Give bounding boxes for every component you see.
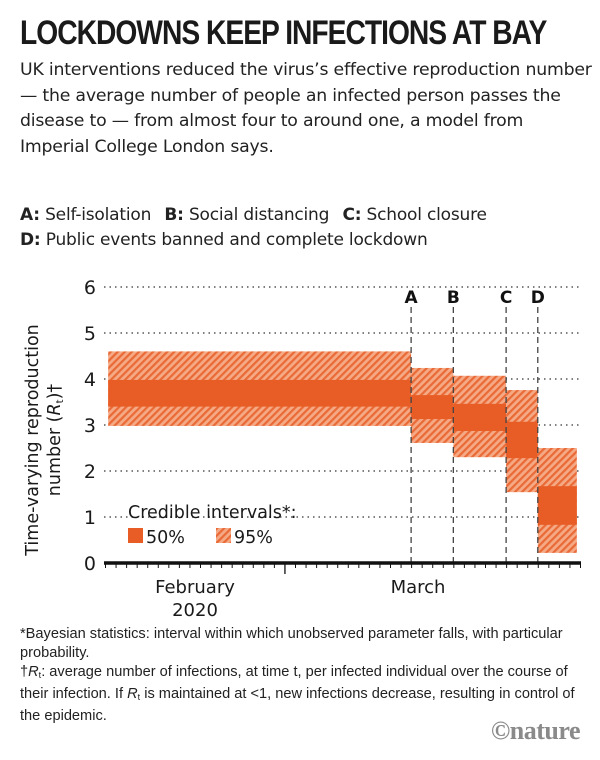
t-subscript: t: [137, 692, 141, 702]
intervention-letter: A: [405, 288, 419, 308]
x-tick-label: February: [155, 577, 235, 598]
ci50-bar: [108, 379, 412, 407]
key-a: A: Self-isolation: [20, 205, 151, 225]
legend-label: 95%: [234, 528, 273, 548]
footnotes: *Bayesian statistics: interval within wh…: [20, 625, 590, 726]
y-label-suffix: )†: [45, 384, 65, 400]
legend-swatch-50: [128, 528, 143, 543]
ci50-bar: [411, 395, 454, 420]
y-tick-label: 1: [84, 507, 96, 529]
y-tick-label: 5: [84, 323, 96, 345]
ci50-bar: [453, 403, 507, 431]
y-label-sub: t: [55, 399, 66, 403]
key-letter: D:: [20, 230, 41, 250]
intervention-letter: B: [447, 288, 460, 308]
y-label-line2: number (Rt)†: [45, 384, 66, 497]
y-tick-label: 4: [84, 369, 96, 391]
chart-title: LOCKDOWNS KEEP INFECTIONS AT BAY: [20, 14, 547, 52]
dagger-mark: †: [20, 664, 29, 680]
y-label-r: R: [45, 403, 65, 415]
y-label-line1: Time-varying reproduction: [23, 324, 43, 556]
y-tick-label: 0: [84, 553, 96, 575]
x-tick-label: March: [391, 577, 446, 598]
y-tick-label: 3: [84, 415, 96, 437]
intervention-letter: D: [531, 288, 545, 308]
y-axis-label: Time-varying reproduction number (Rt)†: [23, 324, 66, 556]
t-subscript: t: [38, 670, 42, 680]
legend-swatch-95: [216, 528, 231, 543]
y-tick-label: 6: [84, 277, 96, 299]
footnote-dagger: †Rt: average number of infections, at ti…: [20, 663, 590, 726]
ci50-bar: [506, 421, 538, 459]
legend: Credible intervals*: 50% 95%: [128, 503, 297, 548]
key-letter: B:: [164, 205, 184, 225]
key-label: School closure: [366, 205, 487, 225]
legend-label: 50%: [146, 528, 185, 548]
r-symbol: R: [28, 664, 39, 680]
dagger-text-2: is maintained at <1, new infections decr…: [20, 686, 575, 724]
x-tick-label: 2020: [172, 600, 218, 620]
key-b: B: Social distancing: [164, 205, 329, 225]
legend-title: Credible intervals*:: [128, 503, 297, 523]
r-symbol: R: [127, 686, 138, 702]
key-d: D: Public events banned and complete loc…: [20, 230, 428, 250]
key-letter: C:: [342, 205, 362, 225]
intervention-letter: C: [500, 288, 512, 308]
key-label: Social distancing: [188, 205, 330, 225]
nature-logo: ©nature: [490, 716, 581, 745]
key-letter: A:: [20, 205, 40, 225]
ci50-bar: [537, 486, 577, 525]
footnote-star: *Bayesian statistics: interval within wh…: [20, 626, 563, 661]
intervention-key: A: Self-isolation B: Social distancing C…: [20, 203, 600, 253]
y-label-prefix: number (: [45, 415, 65, 496]
y-tick-label: 2: [84, 461, 96, 483]
gridlines: 0 1 2 3 4 5 6: [84, 277, 580, 575]
key-label: Public events banned and complete lockdo…: [45, 230, 428, 250]
key-label: Self-isolation: [45, 205, 152, 225]
key-c: C: School closure: [342, 205, 487, 225]
chart-subtitle: UK interventions reduced the virus’s eff…: [20, 60, 592, 157]
bars: [108, 351, 577, 553]
dagger-text-1: : average number of infections, at time …: [20, 664, 568, 702]
y-label-group: Time-varying reproduction number (Rt)†: [23, 324, 66, 556]
